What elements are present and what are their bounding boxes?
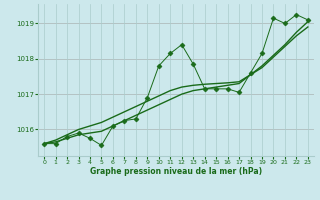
X-axis label: Graphe pression niveau de la mer (hPa): Graphe pression niveau de la mer (hPa) bbox=[90, 167, 262, 176]
